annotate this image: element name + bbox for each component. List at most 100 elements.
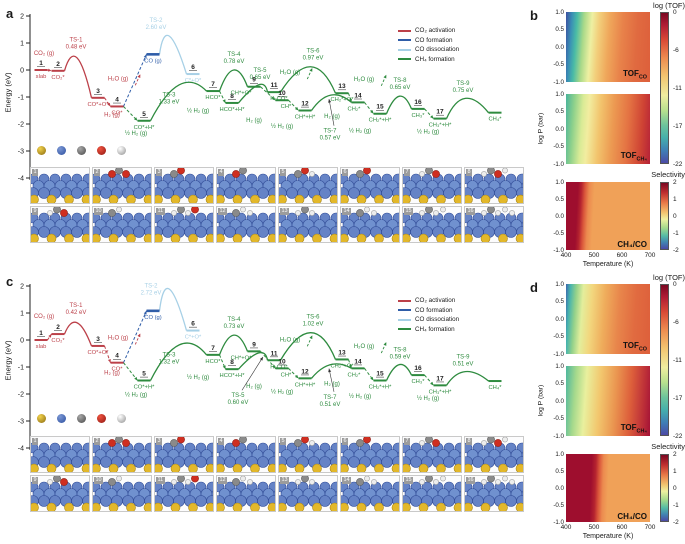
species-label: slab: [36, 74, 47, 80]
structure-thumbnail: 8: [461, 435, 534, 474]
state-number: 2: [56, 61, 60, 68]
reaction-path: [63, 55, 93, 98]
colorbar-tof-tick-label: 0: [673, 8, 677, 16]
panel-label-c: c: [6, 274, 14, 289]
support-atom: [91, 502, 101, 513]
gas-annotation: ½ H₂ (g): [417, 395, 439, 402]
adsorbate-atom-O: [177, 435, 185, 444]
species-label: CO*: [112, 367, 124, 373]
adsorbate-atom-O: [494, 170, 502, 178]
adsorbate-atom-O: [191, 205, 199, 214]
adsorbate-atom-O: [432, 439, 440, 447]
lattice-atom: [443, 226, 455, 238]
lattice-atom: [133, 226, 145, 238]
state-number: 13: [338, 83, 346, 90]
gas-annotation: H₂ (g): [104, 112, 120, 118]
ts-energy-label: 0.65 eV: [250, 75, 271, 81]
state-number: 4: [115, 353, 119, 360]
legend-line-swatch: [398, 48, 411, 51]
species-label: CO₂*: [51, 75, 65, 81]
species-label: CO₂*: [51, 338, 65, 344]
atom-legend-sphere-white: [117, 146, 126, 155]
ts-energy-label: 0.97 eV: [303, 56, 324, 62]
ts-pointer-line: [328, 99, 335, 126]
support-atom: [143, 502, 154, 513]
temperature-tick-label: 700: [644, 252, 656, 259]
arrowhead: [134, 117, 138, 121]
lattice-atom: [381, 187, 393, 199]
state-number: 7: [211, 345, 215, 352]
support-atom: [463, 502, 473, 513]
legend-entry-label: CO dissociation: [415, 316, 460, 324]
structure-number-badge: 7: [404, 438, 411, 445]
support-atom: [108, 463, 119, 474]
p-axis-tick-label: -1.0: [553, 432, 564, 440]
ts-energy-label: 0.59 eV: [390, 354, 411, 360]
adsorbate-atom-H: [364, 206, 370, 213]
axis-tick-label: -2: [18, 391, 24, 398]
structure-model: [337, 166, 410, 205]
p-axis-tick-label: 0.0: [555, 397, 564, 405]
structure-number-badge: 8: [466, 169, 473, 176]
species-label: H₂CO*: [270, 364, 288, 370]
colorbar-sel-tick-label: 2: [673, 450, 677, 458]
support-atom: [356, 194, 367, 205]
adsorbate-atom-O: [432, 170, 440, 178]
p-axis-tick-label: 1.0: [555, 450, 564, 458]
adsorbate-atom-O: [191, 474, 199, 483]
structure-model: [213, 166, 286, 205]
support-atom: [81, 194, 92, 205]
lattice-atom: [133, 456, 145, 468]
support-atom: [498, 502, 508, 513]
support-atom: [250, 463, 260, 474]
species-label: slab: [36, 344, 47, 350]
legend-c: CO₂ activation CO formation CO dissociatio…: [398, 296, 459, 334]
structure-model: [399, 166, 472, 205]
colorbar-title-selectivity: Selectivity: [651, 170, 685, 179]
support-atom: [339, 463, 349, 474]
support-atom: [46, 194, 57, 205]
support-atom: [401, 463, 411, 474]
adsorbate-atom-C: [108, 209, 116, 217]
support-atom: [480, 463, 491, 474]
structure-number-badge: 9: [32, 477, 39, 484]
arrowhead: [107, 102, 111, 107]
structure-thumbnail: 5: [275, 166, 348, 205]
support-atom: [339, 233, 349, 244]
support-atom: [498, 233, 508, 244]
heatmap-label-subscript: CO: [638, 75, 647, 81]
gas-annotation: ½ H₂ (g): [125, 130, 147, 137]
structure-thumbnail: 13: [275, 205, 348, 244]
support-atom: [480, 194, 491, 205]
support-atom: [480, 233, 491, 244]
state-number: 4: [115, 96, 119, 103]
support-atom: [515, 502, 526, 513]
lattice-atom: [71, 456, 83, 468]
adsorbate-atom-H: [419, 479, 425, 485]
state-number: 2: [56, 324, 60, 331]
p-axis-tick-label: -0.5: [553, 501, 564, 509]
ts-name-label: TS-4: [227, 52, 241, 58]
p-axis-tick-label: 1.0: [555, 90, 564, 98]
support-atom: [126, 233, 136, 244]
lattice-atom: [319, 456, 331, 468]
adsorbate-atom-H: [240, 206, 246, 213]
adsorbate-atom-C: [487, 435, 495, 444]
support-atom: [515, 463, 526, 474]
ts-energy-label: 0.60 eV: [228, 400, 249, 406]
gas-annotation: ½ H₂ (g): [349, 128, 371, 135]
gas-annotation: H₂ (g): [104, 371, 120, 377]
support-atom: [339, 194, 349, 205]
species-label: CH₃*+H*: [429, 389, 453, 395]
support-atom: [401, 194, 411, 205]
lattice-atom: [195, 187, 207, 199]
adsorbate-atom-H: [247, 479, 253, 485]
support-atom: [108, 194, 119, 205]
lattice-atom: [195, 226, 207, 238]
ts-energy-label: 0.75 eV: [453, 88, 474, 94]
gas-step-link: [123, 310, 147, 363]
adsorbate-atom-C: [425, 474, 433, 483]
support-atom: [356, 233, 367, 244]
support-atom: [453, 233, 464, 244]
heatmap-CH₄/CO: CH₄/CO: [566, 454, 650, 522]
